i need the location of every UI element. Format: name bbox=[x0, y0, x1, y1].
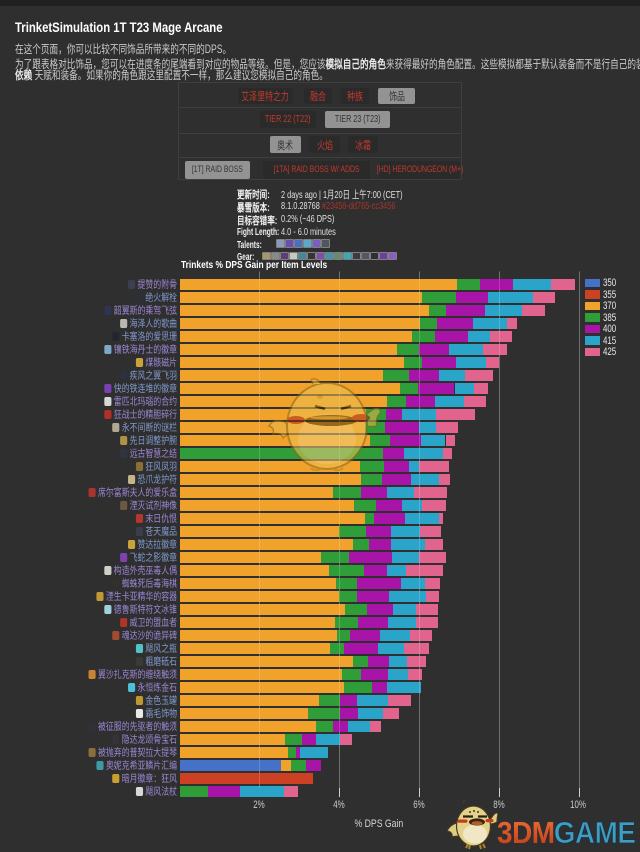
svg-text:GAME: GAME bbox=[554, 816, 636, 851]
svg-text:3DM: 3DM bbox=[497, 816, 555, 851]
